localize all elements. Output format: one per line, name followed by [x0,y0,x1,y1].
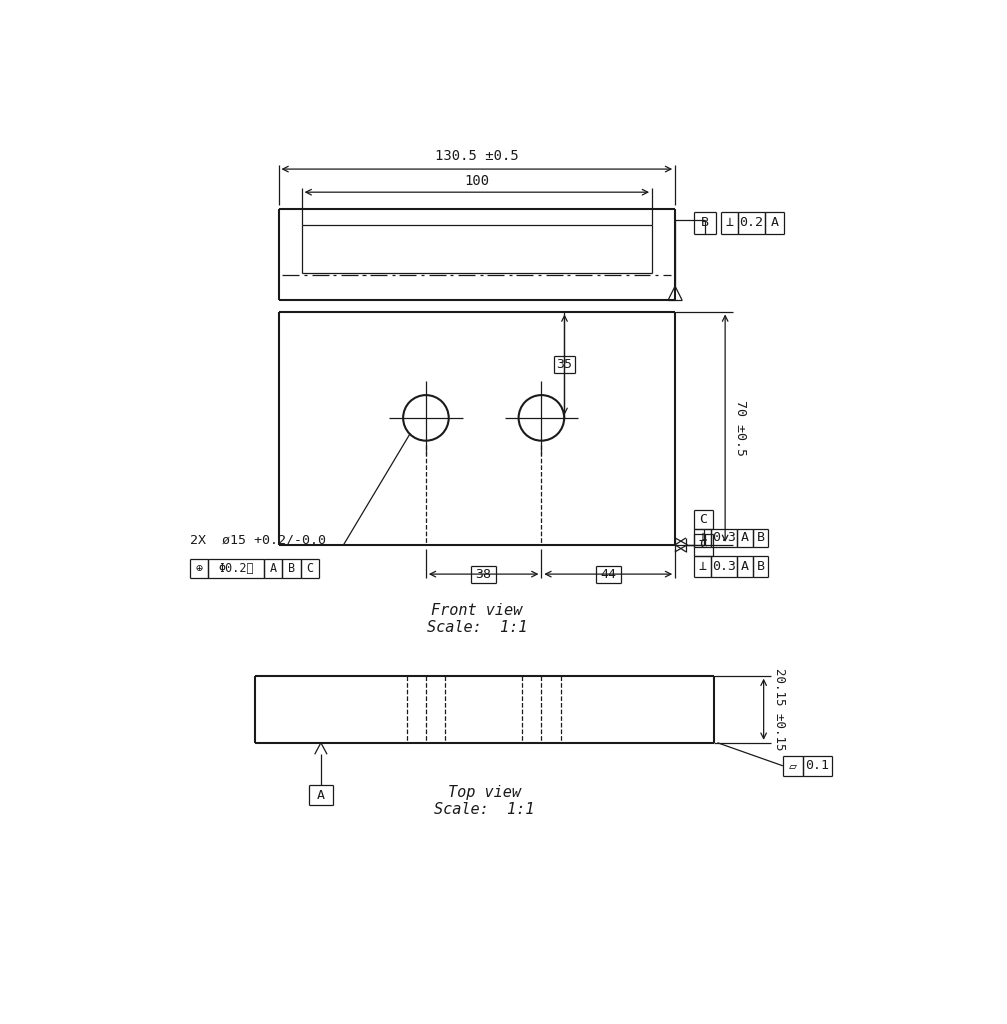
Text: Front view: Front view [431,602,523,617]
Text: ⊥: ⊥ [699,531,707,545]
Text: C: C [700,539,708,551]
Text: ⊥: ⊥ [726,216,734,229]
Text: 38: 38 [475,567,491,581]
Text: A: A [741,560,749,572]
Text: 2X  ø15 +0.2/-0.0: 2X ø15 +0.2/-0.0 [190,534,326,547]
Text: Scale:  1:1: Scale: 1:1 [427,620,527,635]
Text: ⊥: ⊥ [699,560,707,572]
Text: Scale:  1:1: Scale: 1:1 [434,802,535,817]
Text: 130.5 ±0.5: 130.5 ±0.5 [435,148,519,163]
Text: 0.2: 0.2 [739,216,763,229]
Text: 0.1: 0.1 [806,760,830,772]
Text: A: A [770,216,778,229]
Text: B: B [756,531,764,545]
Text: B: B [756,560,764,572]
Text: 20.15 ±0.15: 20.15 ±0.15 [773,668,785,751]
Text: A: A [317,788,325,802]
Text: C: C [306,562,313,575]
Text: 0.3: 0.3 [712,560,736,572]
Text: Φ0.2Ⓜ: Φ0.2Ⓜ [219,562,254,575]
Text: 70 ±0.5: 70 ±0.5 [734,400,747,456]
Text: B: B [701,216,709,229]
Text: B: B [288,562,295,575]
Text: 35: 35 [557,358,573,372]
Text: 100: 100 [464,173,489,187]
Text: A: A [741,531,749,545]
Text: ⊕: ⊕ [195,562,202,575]
Text: 44: 44 [600,567,616,581]
Text: 0.3: 0.3 [712,531,736,545]
Text: A: A [270,562,277,575]
Text: Top view: Top view [448,785,521,800]
Text: C: C [700,513,708,526]
Text: ▱: ▱ [788,760,797,772]
